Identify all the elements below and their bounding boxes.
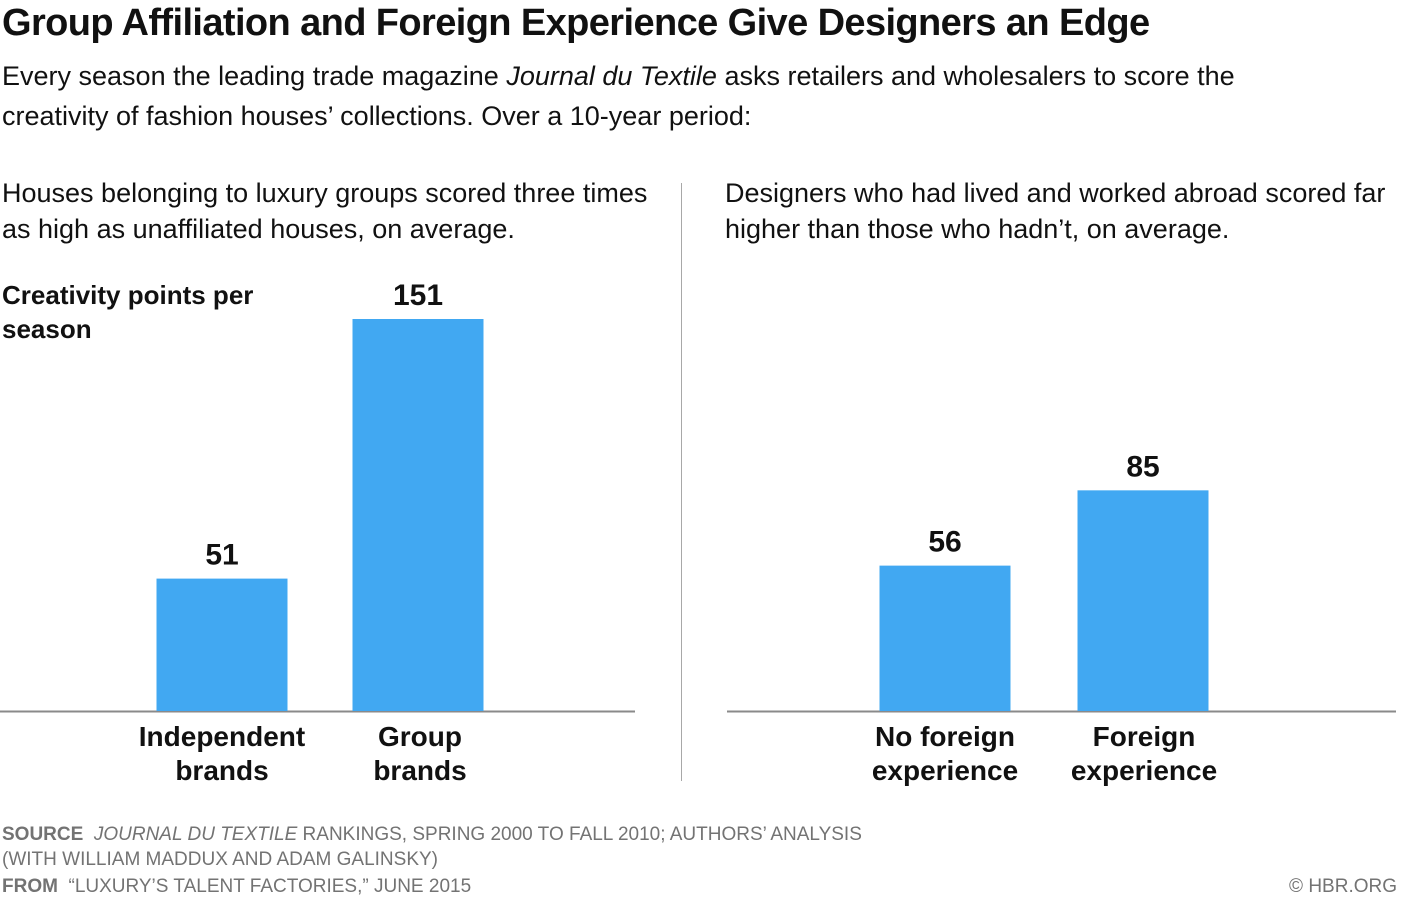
- right-panel-caption: Designers who had lived and worked abroa…: [725, 178, 1386, 244]
- category-label-line: brands: [175, 755, 269, 786]
- subtitle-publication-name: Journal du Textile: [506, 61, 717, 91]
- chart-title: Group Affiliation and Foreign Experience…: [2, 2, 1150, 44]
- value-label-group-brands: 151: [393, 279, 443, 312]
- category-label-line: Foreign: [1092, 721, 1196, 752]
- subtitle-text-1: Every season the leading trade magazine: [2, 61, 507, 91]
- category-label-line: Group: [378, 721, 462, 752]
- subtitle-text-2: asks retailers and wholesalers to score …: [2, 61, 1235, 131]
- from-note: FROM “LUXURY’S TALENT FACTORIES,” JUNE 2…: [2, 876, 471, 898]
- category-label-group-brands: Group brands: [310, 720, 530, 788]
- copyright: © HBR.ORG: [1289, 876, 1397, 897]
- value-label-independent-brands: 51: [205, 539, 238, 572]
- source-note: SOURCE JOURNAL DU TEXTILE RANKINGS, SPRI…: [2, 824, 862, 846]
- source-publication: JOURNAL DU TEXTILE: [93, 824, 298, 845]
- category-label-line: brands: [373, 755, 467, 786]
- source-text: RANKINGS, SPRING 2000 TO FALL 2010; AUTH…: [297, 824, 862, 845]
- panel-divider: [681, 183, 682, 781]
- category-label-line: Independent: [138, 721, 306, 752]
- category-label-line: experience: [871, 755, 1019, 786]
- value-label-foreign-experience: 85: [1126, 450, 1159, 483]
- from-label: FROM: [2, 876, 58, 897]
- chart-subtitle: Every season the leading trade magazine …: [2, 56, 1242, 136]
- category-label-foreign-experience: Foreign experience: [1034, 720, 1254, 788]
- bar-group-brands: [352, 319, 484, 711]
- bar-independent-brands: [156, 578, 288, 711]
- source-note-continued: (WITH WILLIAM MADDUX AND ADAM GALINSKY): [2, 849, 438, 870]
- category-label-independent-brands: Independent brands: [112, 720, 332, 788]
- category-label-no-foreign-experience: No foreign experience: [835, 720, 1055, 788]
- category-label-line: No foreign: [875, 721, 1015, 752]
- value-label-no-foreign-experience: 56: [928, 526, 961, 559]
- from-text: “LUXURY’S TALENT FACTORIES,” JUNE 2015: [68, 876, 472, 897]
- bar-no-foreign-experience: [879, 565, 1011, 711]
- category-label-line: experience: [1070, 755, 1218, 786]
- source-label: SOURCE: [2, 824, 84, 845]
- bar-foreign-experience: [1077, 490, 1209, 711]
- y-axis-label: Creativity points per season: [2, 280, 254, 344]
- left-panel-caption: Houses belonging to luxury groups scored…: [2, 178, 648, 244]
